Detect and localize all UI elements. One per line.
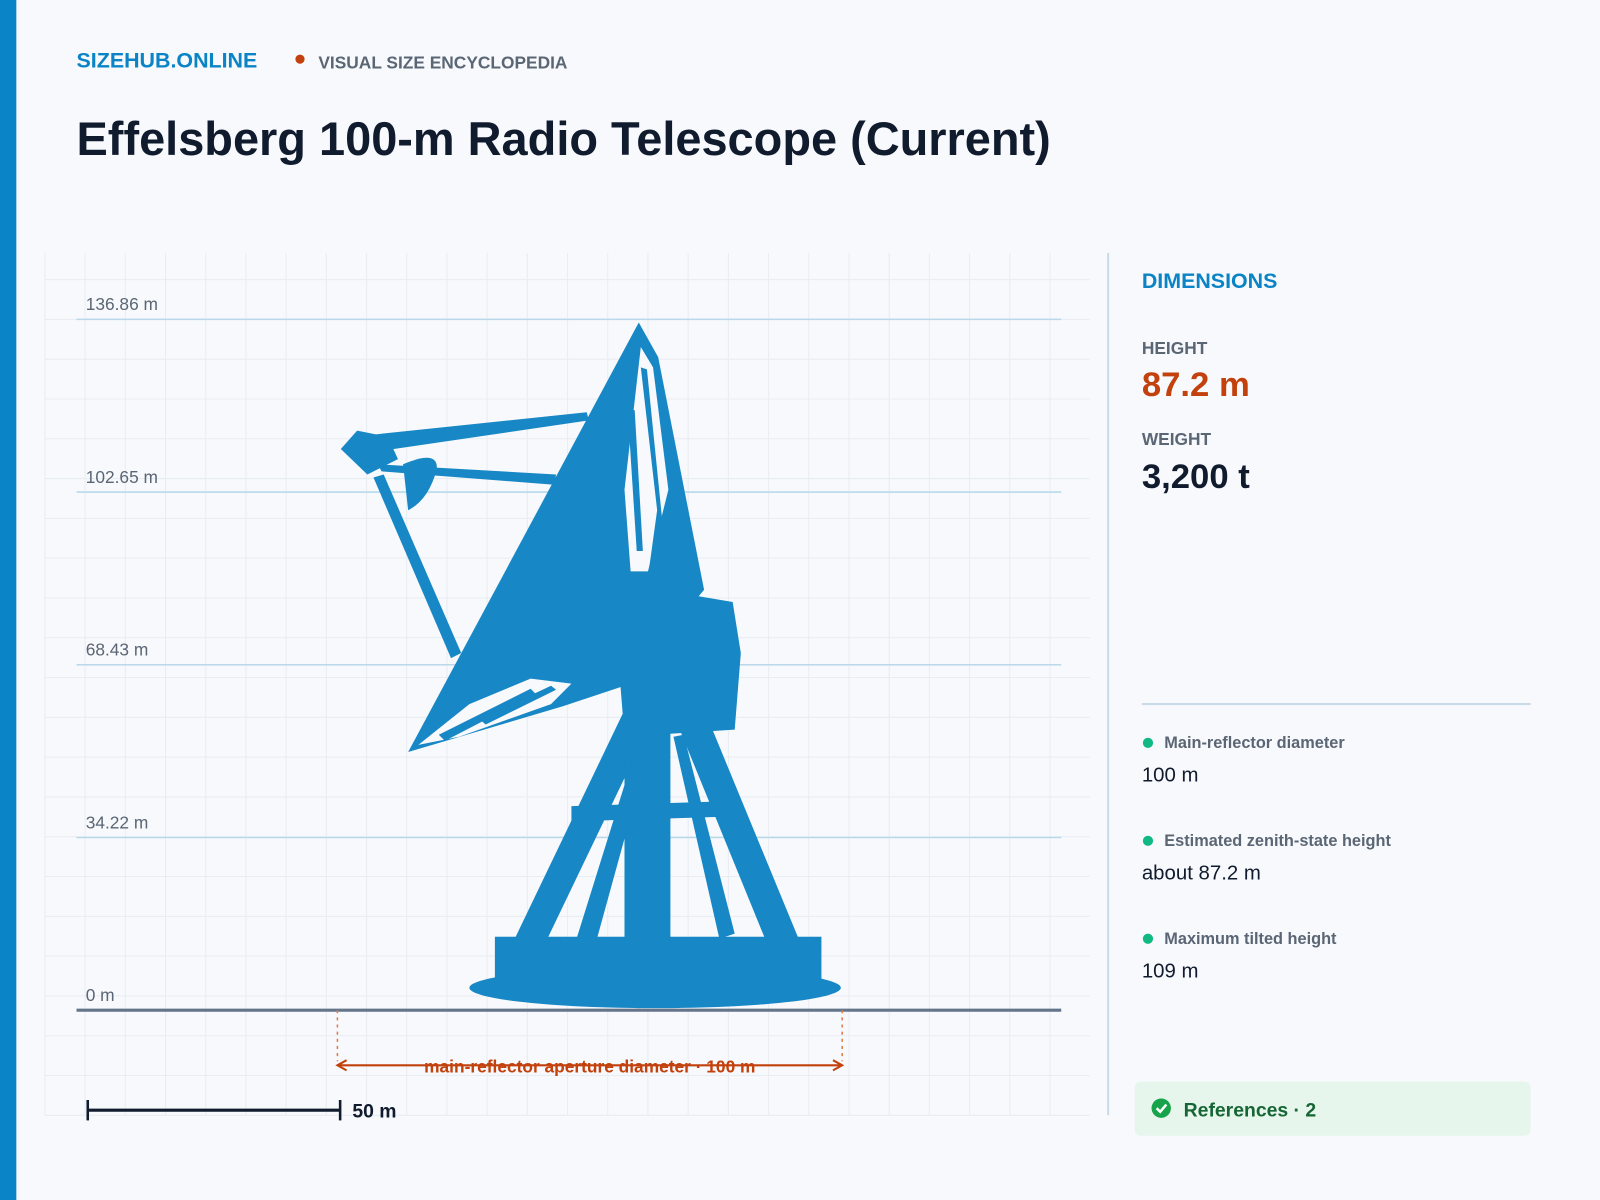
y-tick-label: 136.86 m — [86, 294, 158, 314]
accent-bar — [0, 0, 17, 1200]
metric-label: WEIGHT — [1142, 429, 1212, 449]
check-icon — [1151, 1098, 1171, 1118]
aperture-label: main-reflector aperture diameter · 100 m — [424, 1056, 755, 1076]
fact-list: Main-reflector diameter 100 m Estimated ze… — [1142, 734, 1392, 983]
fact-value: 100 m — [1142, 765, 1199, 787]
y-tick-label: 102.65 m — [86, 467, 158, 487]
metric-label: HEIGHT — [1142, 338, 1208, 358]
references-box[interactable] — [1134, 1081, 1531, 1136]
scale-bar: 50 m — [86, 1100, 397, 1122]
page-title: Effelsberg 100-m Radio Telescope (Curren… — [77, 113, 1051, 165]
fact-value: about 87.2 m — [1142, 863, 1261, 885]
fact-label: Main-reflector diameter — [1164, 734, 1345, 752]
scale-bar-label: 50 m — [352, 1100, 396, 1122]
metric-value: 3,200 t — [1142, 458, 1250, 496]
arrow-head — [335, 1059, 348, 1072]
arrow-head — [832, 1059, 845, 1072]
y-tick-label: 0 m — [86, 985, 115, 1005]
dish-lattice-struts — [438, 367, 664, 741]
y-tick-label: 34.22 m — [86, 812, 149, 832]
sidebar-heading: DIMENSIONS — [1142, 269, 1278, 293]
fact-label: Maximum tilted height — [1164, 930, 1337, 948]
fact-dot — [1142, 933, 1154, 944]
metric-value: 87.2 m — [1142, 366, 1250, 404]
fact-dot — [1142, 835, 1154, 846]
height-scale: 0 m 34.22 m 68.43 m 102.65 m 136.86 m — [76, 294, 1062, 1012]
references-link[interactable]: References · 2 — [1184, 1099, 1316, 1121]
separator-dot — [295, 54, 305, 64]
fact-label: Estimated zenith-state height — [1164, 832, 1391, 850]
aperture-annotation: main-reflector aperture diameter · 100 m — [335, 1010, 845, 1076]
site-name[interactable]: SIZEHUB.ONLINE — [77, 48, 258, 72]
tagline: VISUAL SIZE ENCYCLOPEDIA — [318, 52, 568, 72]
fact-dot — [1142, 737, 1154, 748]
check-mark — [1155, 1103, 1168, 1114]
fact-value: 109 m — [1142, 961, 1199, 983]
y-tick-label: 68.43 m — [86, 640, 149, 660]
